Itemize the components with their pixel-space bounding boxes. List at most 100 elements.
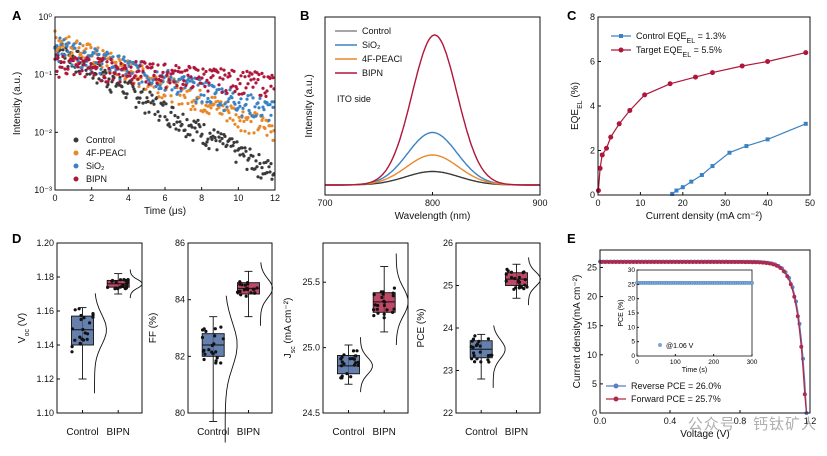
- point-4fpeacl: [191, 104, 195, 108]
- point-bipn: [217, 83, 221, 87]
- data-point-bipn: [509, 275, 514, 280]
- data-point-control: [356, 360, 360, 364]
- forward-point: [694, 260, 699, 264]
- point-control: [193, 126, 197, 130]
- point-bipn: [172, 80, 176, 84]
- forward-point: [743, 260, 748, 265]
- violin-outline-bipn: [129, 269, 143, 299]
- y-tick-label-e: 10: [587, 350, 597, 360]
- data-point-bipn: [382, 316, 386, 320]
- data-point-control: [207, 348, 211, 352]
- point-4fpeacl: [237, 115, 241, 119]
- point-bipn: [65, 72, 69, 76]
- data-point-control: [202, 348, 206, 352]
- data-point-bipn: [125, 284, 129, 288]
- y-tick-label-e: 25: [587, 262, 597, 272]
- data-point-bipn: [246, 282, 250, 286]
- data-point-control: [472, 354, 476, 358]
- point-bipn: [71, 59, 75, 63]
- data-point-control: [81, 327, 85, 332]
- point-bipn: [244, 86, 248, 90]
- data-point-bipn: [504, 279, 508, 283]
- forward-point: [778, 265, 783, 270]
- point-control: [173, 114, 177, 118]
- point-control: [145, 96, 149, 100]
- point-sio: [73, 46, 77, 50]
- data-point-control: [339, 364, 344, 368]
- point-bipn: [186, 73, 190, 77]
- y-tick-label-d: 25.5: [302, 277, 320, 287]
- point-bipn: [152, 73, 156, 78]
- forward-point: [687, 260, 692, 264]
- point-sio: [159, 86, 163, 90]
- point-bipn: [137, 69, 141, 73]
- point-4fpeacl: [75, 39, 79, 43]
- data-point-bipn: [392, 307, 396, 311]
- point-control: [165, 118, 169, 122]
- point-sio: [72, 42, 76, 46]
- x-axis-label-b: Wavelength (nm): [395, 211, 471, 222]
- inset-y-tick-label: 20: [628, 296, 636, 303]
- point-4fpeacl: [146, 84, 150, 89]
- x-tick-label-a: 6: [162, 193, 167, 203]
- x-tick-label-e: 0.0: [594, 416, 607, 426]
- point-control: [183, 128, 187, 132]
- data-point-control: [348, 357, 352, 361]
- point-control: [161, 103, 165, 107]
- data-point-control: [200, 335, 205, 340]
- point-bipn: [252, 77, 256, 81]
- point-bipn: [57, 75, 61, 79]
- data-point-bipn: [392, 286, 396, 290]
- point-4fpeacl: [234, 113, 238, 117]
- point-bipn: [74, 63, 78, 67]
- data-point-control: [477, 339, 481, 343]
- data-point-control: [211, 352, 215, 356]
- forward-point: [757, 260, 762, 265]
- point-control: [177, 128, 181, 132]
- point-control: [164, 102, 168, 106]
- data-point-bipn: [238, 282, 242, 286]
- point-bipn: [171, 71, 175, 75]
- point-control: [269, 162, 273, 166]
- point-bipn: [159, 79, 163, 83]
- point-sio: [260, 113, 264, 117]
- forward-point: [785, 274, 790, 279]
- point-control: [104, 71, 108, 75]
- point-bipn: [109, 57, 113, 62]
- point-4fpeacl: [180, 102, 184, 106]
- y-tick-label-d: 1.10: [36, 408, 54, 418]
- x-tick-label-b: 900: [532, 198, 547, 208]
- legend-label-a: 4F-PEACl: [86, 148, 126, 158]
- data-point-bipn: [383, 300, 387, 304]
- data-point-control: [214, 359, 218, 363]
- point-4fpeacl: [67, 35, 71, 39]
- y-axis-label-e: Current density(mA cm⁻²): [572, 275, 583, 389]
- point-sio: [236, 106, 240, 110]
- data-point-bipn: [236, 290, 240, 294]
- point-4fpeacl: [81, 44, 85, 48]
- point-sio: [256, 101, 260, 105]
- point-bipn: [59, 60, 63, 64]
- category-label-bipn: BIPN: [505, 427, 528, 438]
- y-tick-label-c: 4: [590, 101, 595, 111]
- forward-point: [750, 260, 755, 265]
- point-sio: [238, 104, 242, 108]
- y-tick-label-d: 24: [443, 323, 453, 333]
- point-4fpeacl: [239, 129, 243, 133]
- data-point-control: [73, 308, 77, 312]
- plot-frame-d: [187, 242, 273, 414]
- inset-x-tick-label: 0: [635, 359, 639, 366]
- point-control: [260, 166, 264, 170]
- data-point-control: [340, 376, 344, 380]
- x-tick-label-c: 0: [595, 198, 600, 208]
- point-sio: [269, 113, 273, 117]
- data-point-bipn: [106, 285, 110, 289]
- forward-point: [767, 261, 772, 266]
- series-line-b: [325, 154, 540, 186]
- point-bipn: [202, 72, 206, 76]
- point-4fpeacl: [101, 49, 105, 53]
- point-sio: [244, 102, 248, 107]
- point-4fpeacl: [213, 95, 217, 99]
- point-control: [153, 112, 157, 116]
